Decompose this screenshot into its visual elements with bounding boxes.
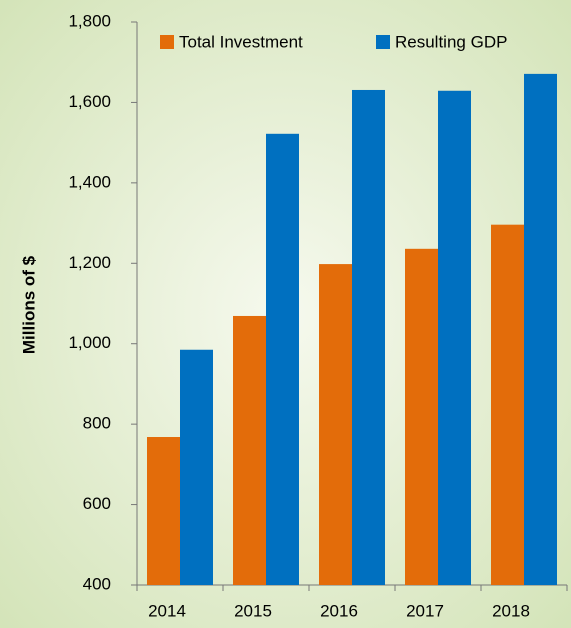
bar: [438, 90, 471, 586]
x-tick-label: 2016: [320, 601, 358, 620]
bar: [491, 224, 524, 585]
x-tick-label: 2014: [148, 601, 186, 620]
bar: [233, 315, 266, 585]
legend-swatch: [160, 35, 174, 49]
bar: [352, 89, 385, 585]
y-tick-label: 800: [83, 414, 111, 433]
y-tick-label: 1,200: [68, 253, 111, 272]
legend-label: Total Investment: [179, 32, 303, 51]
y-tick-label: 600: [83, 494, 111, 513]
bar: [147, 437, 180, 585]
bar: [524, 73, 557, 585]
bar: [180, 349, 213, 585]
legend-label: Resulting GDP: [395, 32, 507, 51]
y-tick-label: 1,800: [68, 11, 111, 30]
x-tick-label: 2017: [406, 601, 444, 620]
x-tick-label: 2018: [492, 601, 530, 620]
bar: [319, 264, 352, 585]
y-tick-label: 1,600: [68, 92, 111, 111]
bar: [266, 133, 299, 585]
legend-swatch: [376, 35, 390, 49]
bar: [405, 248, 438, 585]
x-tick-label: 2015: [234, 601, 272, 620]
y-axis-label: Millions of $: [19, 255, 38, 354]
y-tick-label: 1,000: [68, 333, 111, 352]
y-tick-label: 400: [83, 574, 111, 593]
y-tick-label: 1,400: [68, 172, 111, 191]
